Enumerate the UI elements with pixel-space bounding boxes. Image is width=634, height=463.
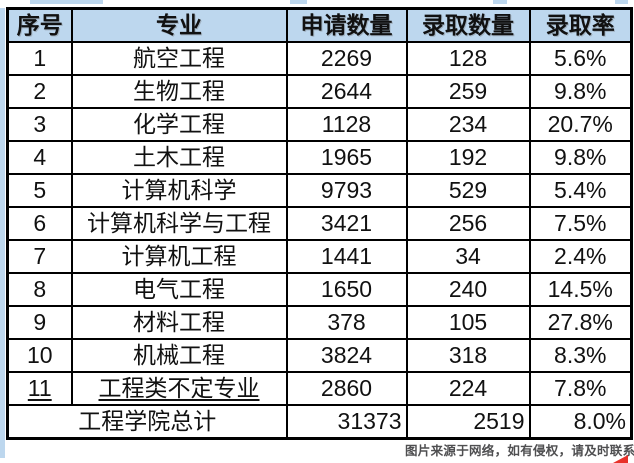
major-cell: 计算机工程 bbox=[70, 239, 288, 274]
crop-artifact-top-tick bbox=[30, 0, 103, 4]
index-cell: 4 bbox=[6, 140, 73, 175]
admitted-cell: 240 bbox=[405, 272, 531, 307]
applied-cell: 3421 bbox=[285, 206, 408, 241]
table-row: 3 化学工程 1128 234 20.7% bbox=[6, 107, 633, 142]
rate-cell: 27.8% bbox=[528, 305, 633, 340]
major-cell: 计算机科学 bbox=[70, 173, 288, 208]
index-cell: 1 bbox=[6, 41, 73, 76]
index-cell: 5 bbox=[6, 173, 73, 208]
header-cell-index: 序号 bbox=[6, 7, 73, 43]
rate-cell: 7.8% bbox=[528, 371, 633, 406]
crop-artifact-top-tick bbox=[290, 0, 307, 4]
admitted-cell: 128 bbox=[405, 41, 531, 76]
applied-cell: 1965 bbox=[285, 140, 408, 175]
admitted-cell: 105 bbox=[405, 305, 531, 340]
major-cell: 生物工程 bbox=[70, 74, 288, 109]
major-cell: 航空工程 bbox=[70, 41, 288, 76]
applied-cell: 2644 bbox=[285, 74, 408, 109]
applied-cell: 1441 bbox=[285, 239, 408, 274]
rate-cell: 9.8% bbox=[528, 140, 633, 175]
admissions-table: 序号 专业 申请数量 录取数量 录取率 1 航空工程 2269 128 5.6% 2 生物工… bbox=[6, 7, 633, 440]
admitted-cell: 256 bbox=[405, 206, 531, 241]
header-cell-major: 专业 bbox=[70, 7, 288, 43]
index-cell: 6 bbox=[6, 206, 73, 241]
crop-artifact-top-tick bbox=[493, 0, 507, 4]
rate-cell: 7.5% bbox=[528, 206, 633, 241]
major-cell: 计算机科学与工程 bbox=[70, 206, 288, 241]
rate-cell: 8.3% bbox=[528, 338, 633, 373]
index-cell: 10 bbox=[6, 338, 73, 373]
admitted-cell: 192 bbox=[405, 140, 531, 175]
index-cell: 9 bbox=[6, 305, 73, 340]
table-row: 2 生物工程 2644 259 9.8% bbox=[6, 74, 633, 109]
index-cell: 2 bbox=[6, 74, 73, 109]
header-cell-rate: 录取率 bbox=[528, 7, 633, 43]
admitted-cell: 234 bbox=[405, 107, 531, 142]
table-row: 10 机械工程 3824 318 8.3% bbox=[6, 338, 633, 373]
table-row: 11 工程类不定专业 2860 224 7.8% bbox=[6, 371, 633, 406]
total-label: 工程学院总计 bbox=[6, 404, 288, 440]
index-cell: 8 bbox=[6, 272, 73, 307]
rate-cell: 5.4% bbox=[528, 173, 633, 208]
admitted-cell: 34 bbox=[405, 239, 531, 274]
applied-cell: 378 bbox=[285, 305, 408, 340]
admitted-cell: 224 bbox=[405, 371, 531, 406]
applied-cell: 1650 bbox=[285, 272, 408, 307]
applied-cell: 9793 bbox=[285, 173, 408, 208]
major-cell: 材料工程 bbox=[70, 305, 288, 340]
table-row: 7 计算机工程 1441 34 2.4% bbox=[6, 239, 633, 274]
crop-artifact-top-tick bbox=[615, 0, 628, 4]
watermark-text: 图片来源于网络，如有侵权，请及时联系托普仕留学删除 bbox=[405, 444, 634, 458]
major-cell: 工程类不定专业 bbox=[70, 371, 288, 406]
table-row: 4 土木工程 1965 192 9.8% bbox=[6, 140, 633, 175]
total-row: 工程学院总计 31373 2519 8.0% bbox=[6, 404, 633, 440]
admitted-cell: 318 bbox=[405, 338, 531, 373]
header-row: 序号 专业 申请数量 录取数量 录取率 bbox=[6, 7, 633, 43]
table-row: 6 计算机科学与工程 3421 256 7.5% bbox=[6, 206, 633, 241]
major-cell: 化学工程 bbox=[70, 107, 288, 142]
total-rate-value: 8.0% bbox=[528, 404, 633, 440]
admitted-cell: 259 bbox=[405, 74, 531, 109]
index-cell: 11 bbox=[6, 371, 73, 406]
applied-cell: 2269 bbox=[285, 41, 408, 76]
table-row: 9 材料工程 378 105 27.8% bbox=[6, 305, 633, 340]
rate-cell: 20.7% bbox=[528, 107, 633, 142]
table-row: 1 航空工程 2269 128 5.6% bbox=[6, 41, 633, 76]
table-row: 8 电气工程 1650 240 14.5% bbox=[6, 272, 633, 307]
index-cell: 3 bbox=[6, 107, 73, 142]
header-cell-applied: 申请数量 bbox=[285, 7, 408, 43]
major-cell: 电气工程 bbox=[70, 272, 288, 307]
red-corner-mark bbox=[613, 455, 628, 463]
admitted-cell: 529 bbox=[405, 173, 531, 208]
rate-cell: 2.4% bbox=[528, 239, 633, 274]
major-cell: 机械工程 bbox=[70, 338, 288, 373]
header-cell-admitted: 录取数量 bbox=[405, 7, 531, 43]
index-cell: 7 bbox=[6, 239, 73, 274]
rate-cell: 14.5% bbox=[528, 272, 633, 307]
major-cell: 土木工程 bbox=[70, 140, 288, 175]
rate-cell: 9.8% bbox=[528, 74, 633, 109]
rate-cell: 5.6% bbox=[528, 41, 633, 76]
applied-cell: 1128 bbox=[285, 107, 408, 142]
total-admitted-value: 2519 bbox=[405, 404, 531, 440]
applied-cell: 3824 bbox=[285, 338, 408, 373]
total-applied-value: 31373 bbox=[285, 404, 408, 440]
crop-artifact-left-strip bbox=[0, 8, 5, 458]
applied-cell: 2860 bbox=[285, 371, 408, 406]
table-row: 5 计算机科学 9793 529 5.4% bbox=[6, 173, 633, 208]
